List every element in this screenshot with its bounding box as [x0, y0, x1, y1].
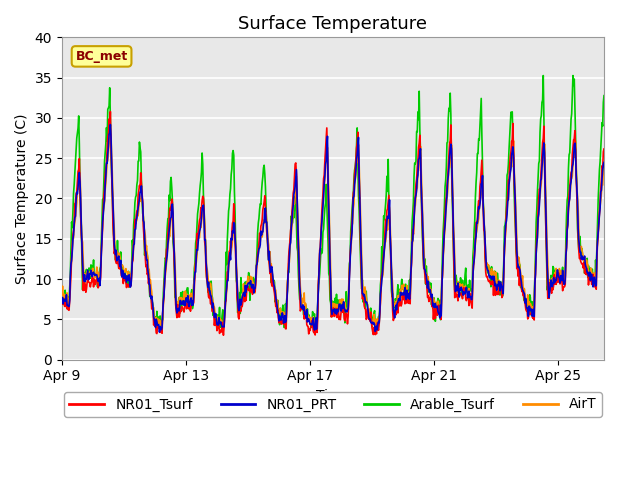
NR01_Tsurf [330, 306, 338, 312]
NR01_PRT [424, 278, 432, 284]
NR01_Tsurf [58, 299, 66, 304]
Legend: NR01_Tsurf, NR01_PRT, Arable_Tsurf, AirT: NR01_Tsurf, NR01_PRT, Arable_Tsurf, AirT [64, 392, 602, 417]
Arable_Tsurf [569, 72, 577, 78]
NR01_PRT [106, 122, 114, 128]
AirT [364, 307, 372, 312]
Y-axis label: Surface Temperature (C): Surface Temperature (C) [15, 113, 29, 284]
Arable_Tsurf [330, 301, 337, 307]
Arable_Tsurf [600, 93, 608, 98]
NR01_PRT [58, 297, 66, 302]
AirT [424, 274, 432, 280]
NR01_Tsurf [600, 146, 608, 152]
AirT [600, 166, 608, 172]
NR01_PRT [362, 300, 369, 305]
NR01_PRT [600, 159, 608, 165]
Arable_Tsurf [196, 191, 204, 196]
Arable_Tsurf [364, 302, 371, 308]
AirT [158, 324, 166, 330]
NR01_Tsurf [424, 293, 432, 299]
AirT [58, 292, 66, 298]
NR01_Tsurf [364, 307, 372, 312]
NR01_PRT [197, 222, 205, 228]
AirT [330, 305, 338, 311]
NR01_Tsurf [220, 332, 227, 338]
Text: BC_met: BC_met [76, 50, 128, 63]
Line: Arable_Tsurf: Arable_Tsurf [62, 75, 604, 327]
NR01_PRT [330, 308, 338, 314]
X-axis label: Time: Time [316, 389, 350, 403]
NR01_Tsurf [362, 306, 369, 312]
Line: AirT: AirT [62, 134, 604, 327]
NR01_PRT [291, 183, 299, 189]
NR01_PRT [364, 309, 372, 314]
Arable_Tsurf [424, 284, 431, 290]
AirT [291, 194, 299, 200]
NR01_Tsurf [106, 108, 114, 114]
AirT [107, 131, 115, 137]
Arable_Tsurf [58, 290, 66, 296]
AirT [197, 225, 205, 230]
Arable_Tsurf [291, 202, 298, 207]
Arable_Tsurf [361, 305, 369, 311]
NR01_Tsurf [196, 215, 204, 221]
Title: Surface Temperature: Surface Temperature [239, 15, 428, 33]
Arable_Tsurf [213, 324, 221, 330]
Line: NR01_PRT: NR01_PRT [62, 125, 604, 332]
AirT [362, 289, 369, 295]
NR01_Tsurf [291, 161, 299, 167]
Line: NR01_Tsurf: NR01_Tsurf [62, 111, 604, 335]
NR01_PRT [156, 329, 163, 335]
